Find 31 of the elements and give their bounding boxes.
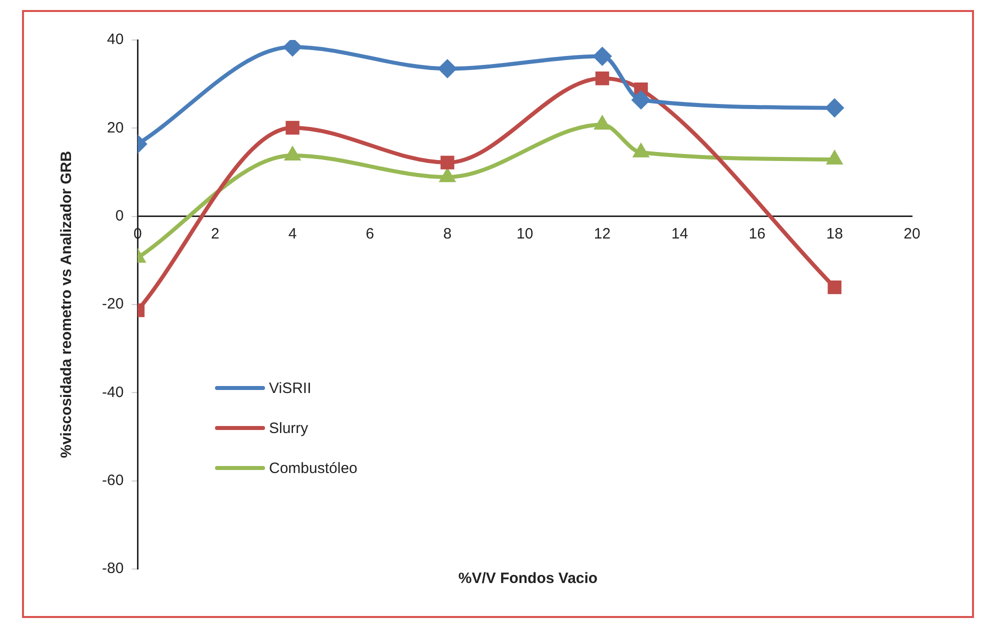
x-tick-label: 2 bbox=[210, 225, 220, 242]
x-tick-label: 16 bbox=[748, 225, 766, 242]
point bbox=[440, 156, 454, 170]
y-tick-label: 20 bbox=[106, 119, 124, 136]
x-tick-label: 20 bbox=[904, 225, 920, 242]
y-tick-label: -40 bbox=[102, 384, 124, 401]
point bbox=[438, 59, 457, 78]
x-tick-label: 6 bbox=[366, 225, 374, 242]
point bbox=[595, 71, 610, 86]
point bbox=[631, 90, 650, 110]
legend-label: Slurry bbox=[269, 420, 308, 436]
x-tick-label: 10 bbox=[516, 225, 534, 242]
y-tick-label: -20 bbox=[102, 296, 124, 313]
y-tick-label: 0 bbox=[115, 207, 124, 224]
x-axis-title: %V/V Fondos Vacio bbox=[457, 570, 599, 587]
legend-label: ViSRII bbox=[269, 380, 312, 396]
point bbox=[592, 46, 612, 66]
x-tick-label: 14 bbox=[671, 225, 688, 242]
x-tick-label: 12 bbox=[594, 225, 611, 242]
point bbox=[286, 120, 300, 135]
y-tick-label: -60 bbox=[102, 472, 124, 489]
legend-label: Combustóleo bbox=[269, 460, 358, 476]
point bbox=[283, 40, 302, 57]
x-tick-label: 18 bbox=[826, 225, 843, 242]
y-tick-label: 40 bbox=[106, 31, 124, 48]
x-tick-label: 8 bbox=[443, 225, 452, 242]
y-axis-title: %viscosidada reometro vs Analizador GRB bbox=[58, 150, 76, 458]
point bbox=[828, 280, 842, 294]
point bbox=[825, 98, 844, 118]
y-tick-label: -80 bbox=[102, 560, 124, 578]
x-tick-label: 4 bbox=[288, 225, 297, 242]
